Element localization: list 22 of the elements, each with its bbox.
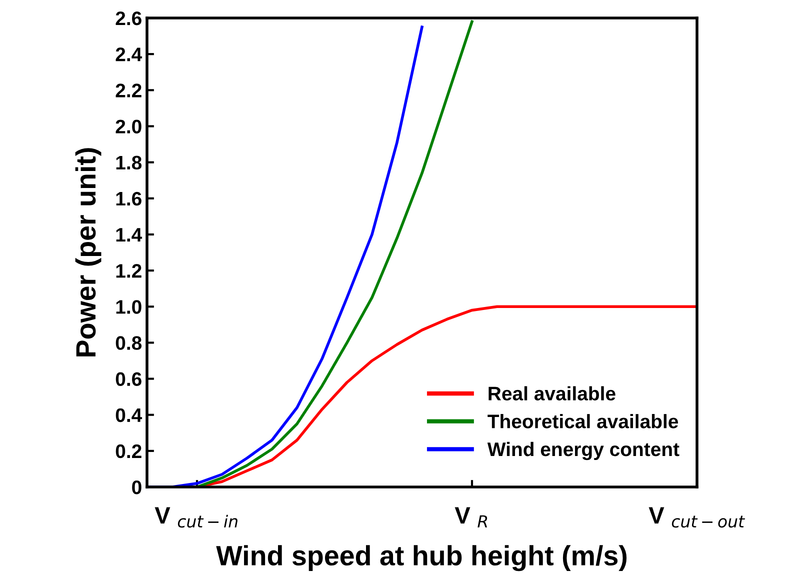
y-tick-label: 0.6 [116, 372, 142, 386]
y-tick-label: 1.6 [116, 192, 142, 206]
x-axis-title: Wind speed at hub height (m/s) [216, 545, 627, 572]
y-tick-label: 0.4 [116, 408, 142, 422]
y-tick-label: 1.4 [116, 228, 142, 242]
y-tick-label: 1.0 [116, 300, 142, 314]
legend-label: Theoretical available [488, 414, 678, 428]
legend-label: Wind energy content [487, 442, 680, 460]
x-tick-label: V $_{cut−out}$ [648, 507, 746, 528]
y-tick-label: 0 [132, 480, 142, 494]
x-tick-label: V $_{cut−in}$ [154, 507, 238, 528]
y-tick-label: 1.8 [116, 156, 142, 170]
y-tick-label: 2.2 [116, 84, 142, 98]
x-tick-label: V $_{R}$ [454, 507, 488, 528]
y-tick-label: 2.0 [116, 120, 142, 134]
legend-label: Real available [488, 386, 616, 400]
y-tick-label: 2.6 [116, 11, 142, 26]
y-tick-label: 1.2 [116, 264, 142, 278]
y-tick-label: 2.4 [116, 48, 142, 62]
y-axis-title: Power (per unit) [75, 148, 102, 356]
y-tick-label: 0.2 [116, 444, 142, 458]
y-tick-label: 0.8 [116, 336, 142, 350]
